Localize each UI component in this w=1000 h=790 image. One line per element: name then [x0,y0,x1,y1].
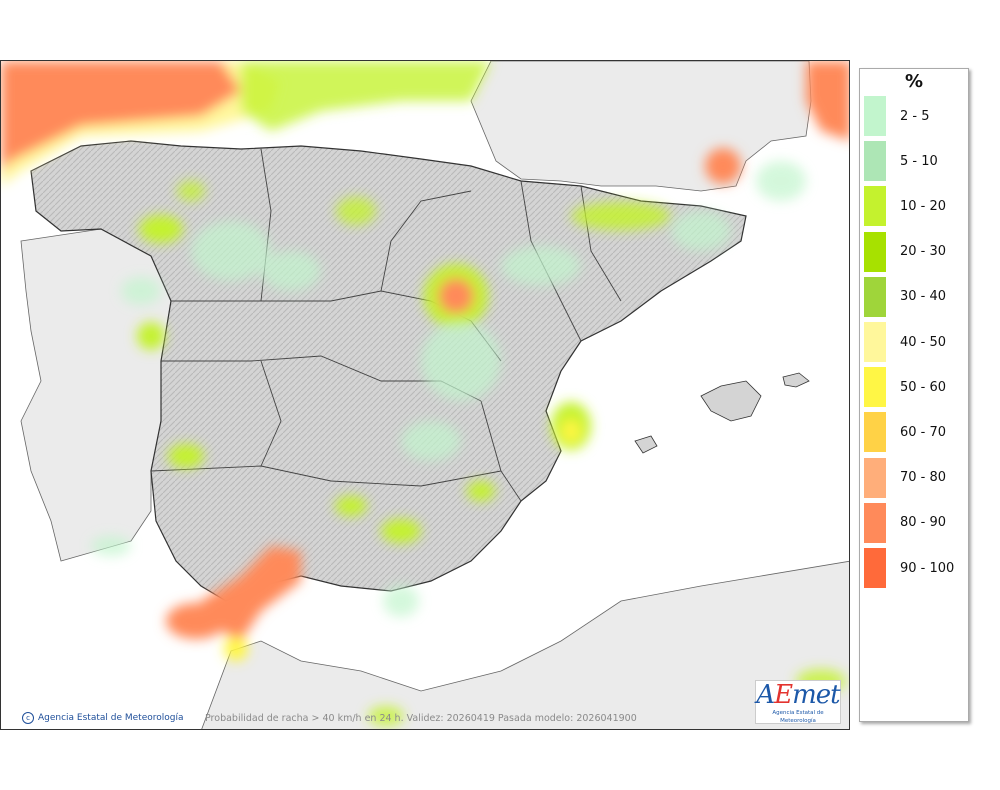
legend-swatch [864,457,886,498]
legend-item: 10 - 20 [864,186,947,227]
legend-swatch [864,412,886,453]
credit-text: Agencia Estatal de Meteorología [38,713,184,723]
legend-swatch [864,322,886,362]
legend-swatch [864,96,886,136]
legend-item: 50 - 60 [864,367,947,408]
legend-item: 40 - 50 [864,322,946,362]
menorca-land [782,372,810,388]
legend-item: 70 - 80 [864,457,947,498]
legend-unit: % [904,71,924,92]
aemet-logo: AEmet Agencia Estatal de Meteorología [755,680,841,724]
legend: % 2 - 5 5 - 10 10 - 20 20 - 30 30 - 40 40 - 5… [859,68,969,722]
legend-item: 30 - 40 [864,276,947,317]
africa-land [201,560,849,729]
logo-wordmark: AEmet [756,680,840,710]
legend-label: 30 - 40 [900,289,947,305]
legend-label: 20 - 30 [900,244,947,260]
legend-label: 10 - 20 [900,198,947,214]
legend-swatch [864,502,886,543]
legend-swatch [864,186,886,227]
legend-swatch [864,367,886,408]
mallorca-land [700,380,762,422]
legend-item: 5 - 10 [864,141,938,182]
credit-line: c Agencia Estatal de Meteorología [22,712,184,724]
map-caption: Probabilidad de racha > 40 km/h en 24 h.… [205,713,637,724]
legend-item: 2 - 5 [864,96,930,136]
legend-swatch [864,548,886,588]
ibiza-land [634,435,658,454]
legend-swatch [864,276,886,317]
legend-label: 40 - 50 [900,334,947,350]
map-area [0,60,850,730]
legend-label: 90 - 100 [900,560,955,576]
legend-label: 5 - 10 [900,153,938,169]
copyright-icon: c [22,712,34,724]
legend-swatch [864,141,886,182]
legend-label: 70 - 80 [900,470,947,486]
legend-label: 2 - 5 [900,108,930,124]
logo-subtitle: Agencia Estatal de Meteorología [772,710,824,724]
map-canvas [1,61,849,729]
legend-label: 80 - 90 [900,515,947,531]
legend-swatch [864,231,886,272]
legend-item: 60 - 70 [864,412,947,453]
probability-overlay [1,61,849,726]
legend-item: 90 - 100 [864,548,954,588]
legend-item: 20 - 30 [864,231,947,272]
legend-item: 80 - 90 [864,502,947,543]
legend-label: 50 - 60 [900,379,947,395]
legend-label: 60 - 70 [900,424,947,440]
low-probability-overlay [91,161,806,617]
